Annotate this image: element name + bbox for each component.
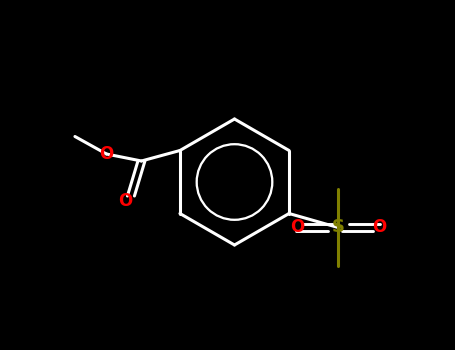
Text: O: O [119, 192, 133, 210]
Text: S: S [332, 218, 344, 237]
Text: O: O [290, 218, 304, 237]
Text: O: O [99, 145, 114, 163]
Text: O: O [372, 218, 386, 237]
